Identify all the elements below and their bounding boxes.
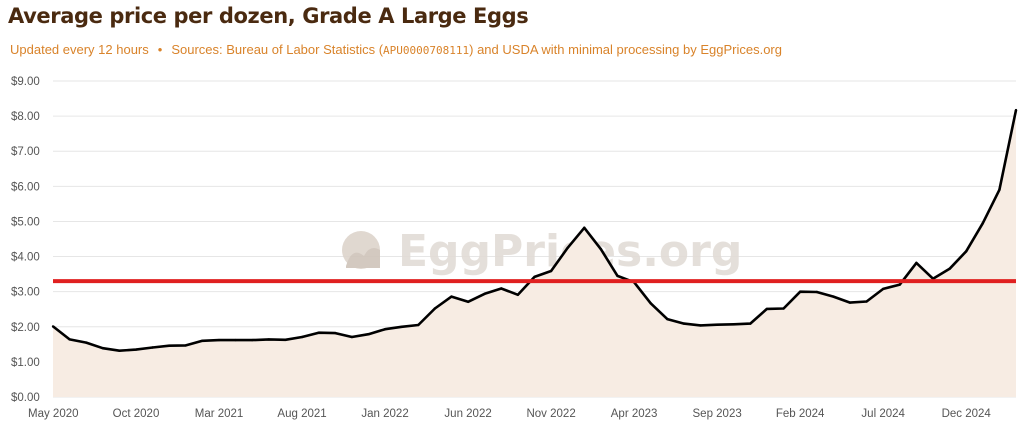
price-point <box>699 324 702 327</box>
price-area <box>53 110 1016 397</box>
x-tick-label: Mar 2021 <box>195 408 244 420</box>
sources-text-suffix: ) and USDA with minimal processing by Eg… <box>469 42 782 57</box>
price-point <box>483 292 486 295</box>
price-point <box>666 317 669 321</box>
price-point <box>317 331 320 334</box>
price-point <box>168 344 171 347</box>
x-tick-label: Jul 2024 <box>861 408 905 420</box>
price-point <box>965 250 968 253</box>
x-tick-label: Apr 2023 <box>611 408 658 420</box>
price-point <box>848 301 852 304</box>
watermark: EggPrices.org <box>342 226 742 277</box>
price-point <box>616 274 619 278</box>
price-point <box>500 287 503 290</box>
price-point <box>799 290 802 293</box>
price-point <box>649 302 652 305</box>
price-point <box>134 348 138 351</box>
price-point <box>85 341 88 344</box>
price-point <box>284 338 287 341</box>
x-tick-label: Dec 2024 <box>942 408 992 420</box>
price-point <box>915 261 918 265</box>
price-point <box>516 293 520 296</box>
y-tick-label: $4.00 <box>11 252 40 264</box>
y-axis-ticks: $0.00 $1.00 $2.00 $3.00 $4.00 $5.00 $6.00 $7.00… <box>11 76 40 404</box>
x-tick-label: Feb 2024 <box>776 408 825 420</box>
x-tick-label: Sep 2023 <box>693 408 742 420</box>
y-tick-label: $0.00 <box>11 392 40 404</box>
price-point <box>749 322 752 325</box>
price-point <box>417 323 420 327</box>
price-point <box>566 246 569 249</box>
y-tick-label: $5.00 <box>11 216 40 228</box>
y-tick-label: $8.00 <box>11 111 40 123</box>
chart-subtitle: Updated every 12 hours • Sources: Bureau o… <box>10 42 782 57</box>
price-points <box>51 108 1018 352</box>
price-point <box>599 248 603 251</box>
sources-text: Sources: Bureau of Labor Statistics ( <box>171 42 384 57</box>
price-point <box>682 322 686 325</box>
price-point <box>151 346 154 349</box>
x-tick-label: Aug 2021 <box>277 408 326 420</box>
price-point <box>334 331 337 335</box>
y-tick-label: $6.00 <box>11 181 40 193</box>
price-point <box>101 347 105 350</box>
price-point <box>715 323 719 326</box>
price-point <box>450 295 453 298</box>
y-tick-label: $2.00 <box>11 322 40 334</box>
price-point <box>433 307 437 310</box>
price-point <box>350 335 354 339</box>
price-point <box>815 290 818 294</box>
price-point <box>118 349 121 352</box>
price-point <box>367 333 370 336</box>
price-point <box>217 338 221 342</box>
price-point <box>865 300 868 303</box>
x-tick-label: Jun 2022 <box>444 408 491 420</box>
y-tick-label: $3.00 <box>11 287 40 299</box>
x-tick-label: May 2020 <box>28 408 79 420</box>
price-point <box>383 328 387 331</box>
egg-logo-icon <box>342 231 380 269</box>
price-point <box>400 325 403 328</box>
price-point <box>782 307 785 310</box>
price-point <box>51 325 55 328</box>
price-point <box>583 226 586 229</box>
price-point <box>234 338 237 342</box>
price-point <box>732 323 735 326</box>
price-point <box>533 275 536 279</box>
x-tick-label: Nov 2022 <box>526 408 575 420</box>
price-point <box>882 287 885 291</box>
x-tick-label: Jan 2022 <box>361 408 408 420</box>
y-tick-label: $9.00 <box>11 76 40 88</box>
price-point <box>948 267 951 270</box>
chart-title: Average price per dozen, Grade A Large E… <box>8 4 529 28</box>
price-point <box>832 295 835 298</box>
series-code: APU0000708111 <box>383 44 470 57</box>
price-point <box>981 222 984 225</box>
update-frequency-text: Updated every 12 hours <box>10 42 149 57</box>
price-point <box>267 338 270 341</box>
y-tick-label: $1.00 <box>11 357 40 369</box>
price-point <box>201 339 204 342</box>
y-tick-label: $7.00 <box>11 146 40 158</box>
x-axis-ticks: May 2020 Oct 2020 Mar 2021 Aug 2021 Jan 2022… <box>28 408 991 420</box>
price-point <box>765 307 769 311</box>
x-tick-label: Oct 2020 <box>113 408 160 420</box>
price-point <box>300 335 304 339</box>
price-point <box>898 283 901 286</box>
price-point <box>549 269 553 273</box>
subtitle-separator: • <box>157 42 163 57</box>
price-point <box>998 188 1001 191</box>
price-point <box>1014 108 1018 112</box>
price-point <box>184 344 187 347</box>
price-point <box>466 300 470 303</box>
price-point <box>251 338 254 342</box>
price-point <box>68 338 71 341</box>
